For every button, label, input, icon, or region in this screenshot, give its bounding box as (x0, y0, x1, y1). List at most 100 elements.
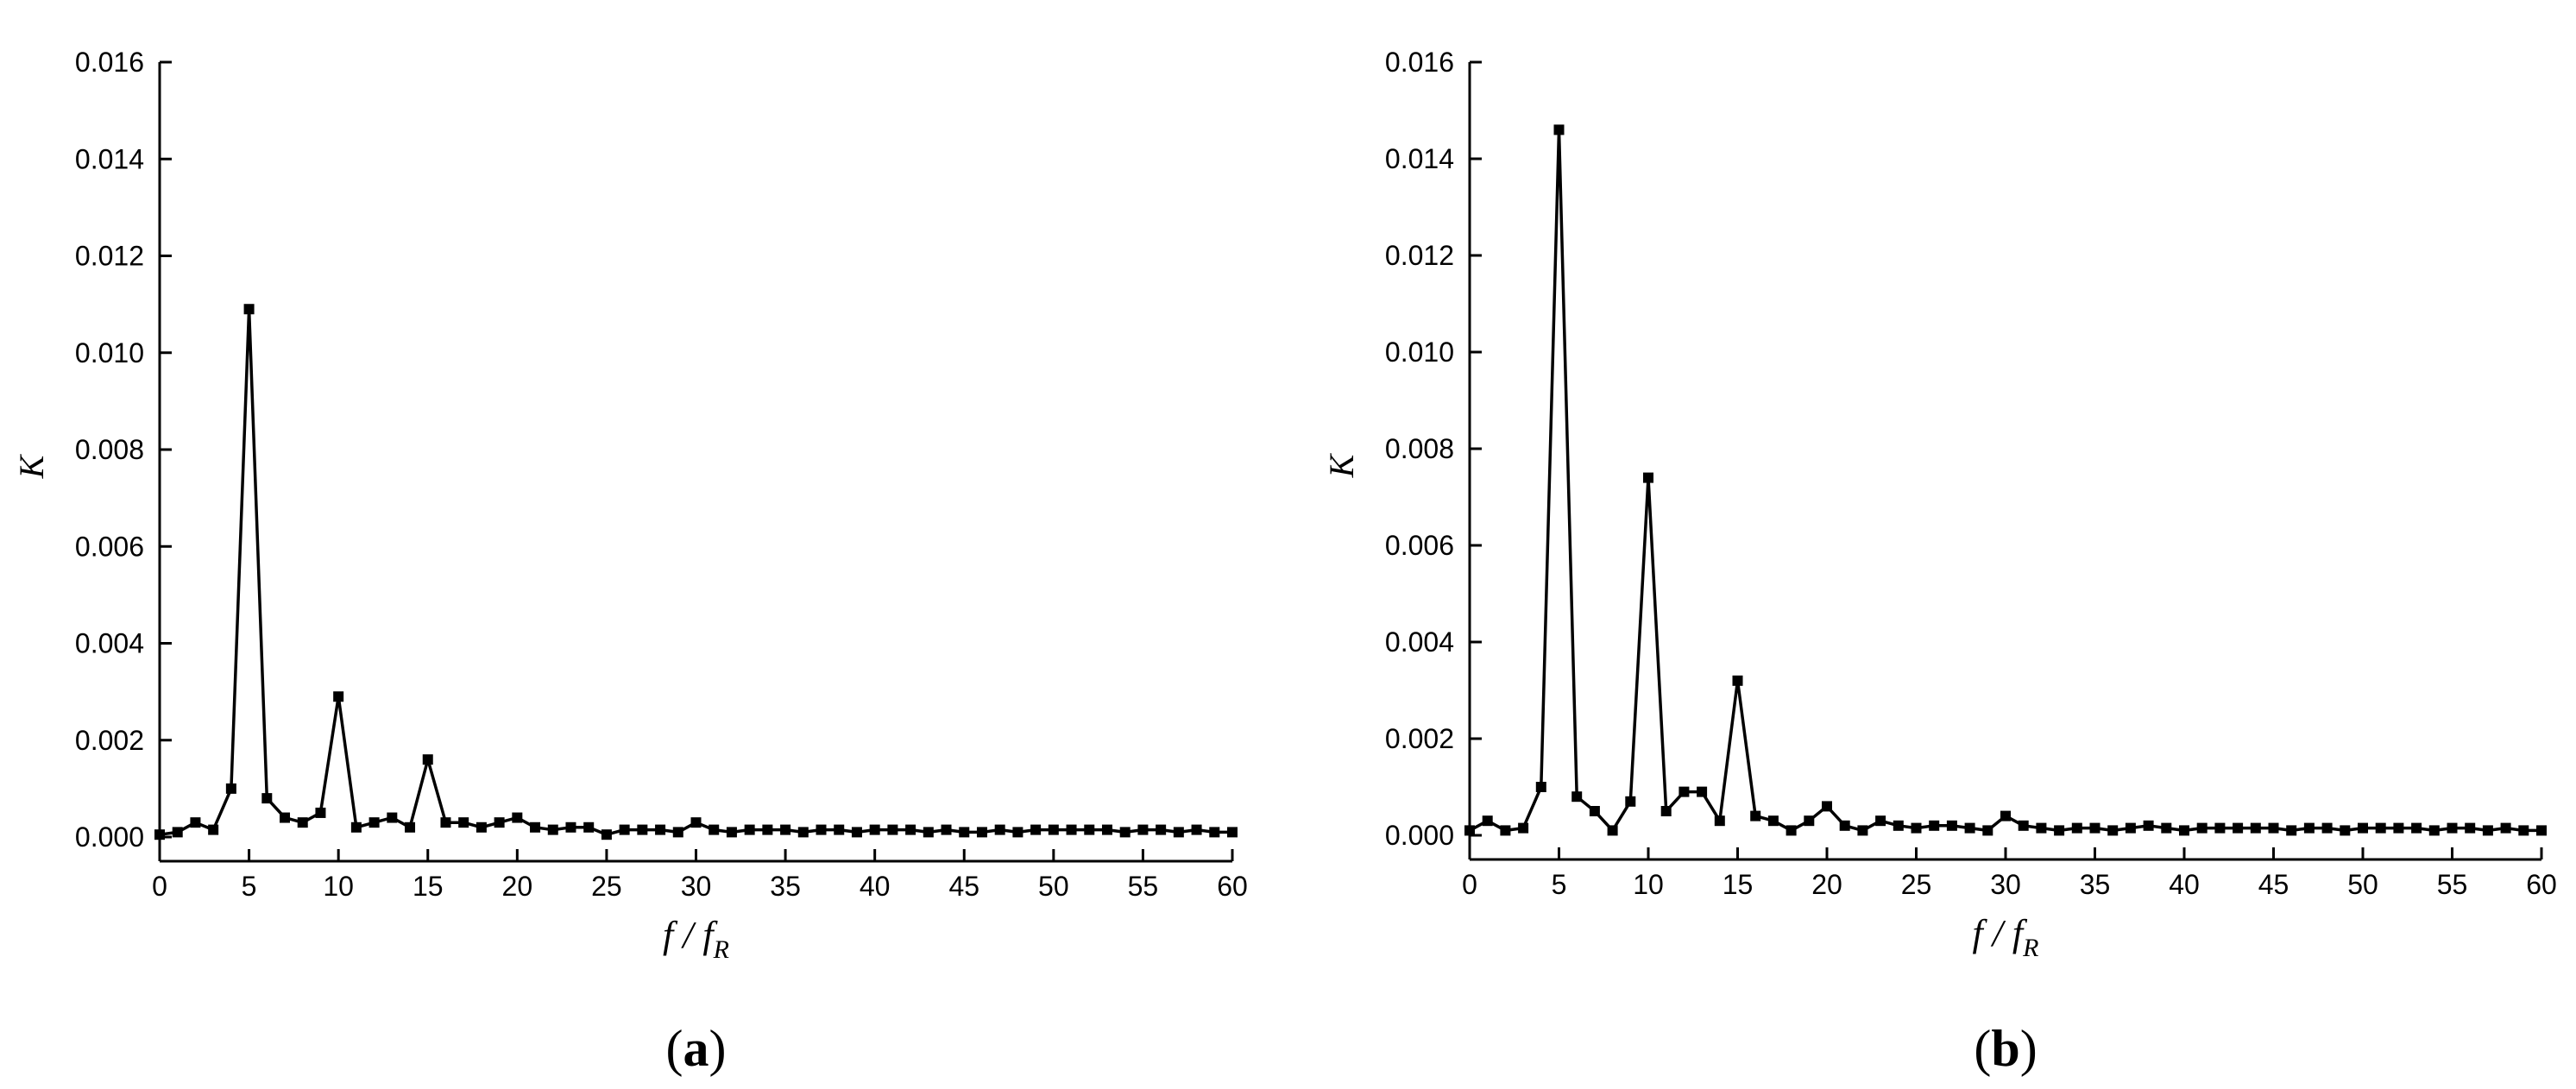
x-tick-label: 30 (681, 871, 712, 902)
data-point (941, 824, 952, 835)
y-tick-label: 0.000 (1385, 820, 1454, 851)
y-tick-label: 0.014 (1385, 143, 1454, 174)
data-point (1714, 815, 1725, 827)
data-point (2411, 822, 2422, 834)
data-point (2268, 822, 2279, 834)
data-point (1946, 820, 1957, 831)
y-tick-label: 0.002 (75, 725, 144, 756)
y-tick-label: 0.010 (1385, 337, 1454, 368)
y-tick-label: 0.016 (75, 47, 144, 78)
series-line (159, 307, 1232, 836)
x-tick-label: 5 (242, 871, 257, 902)
data-point (422, 754, 433, 765)
data-point (530, 821, 541, 833)
data-point (440, 817, 451, 828)
y-axis-label: K (12, 453, 51, 479)
x-tick-label: 60 (2526, 869, 2557, 900)
data-point (2393, 822, 2404, 834)
data-point (1750, 810, 1761, 821)
data-point (744, 824, 755, 835)
data-point (1119, 827, 1131, 838)
data-point (190, 817, 201, 828)
x-tick-label: 45 (2258, 869, 2289, 900)
x-tick-label: 10 (1633, 869, 1664, 900)
data-point (834, 824, 845, 835)
data-point (1929, 820, 1940, 831)
data-point (923, 827, 934, 838)
x-axis-label: f / fR (663, 914, 729, 964)
data-point (1822, 801, 1832, 812)
data-point (762, 824, 773, 835)
data-point (994, 824, 1005, 835)
data-point (1857, 825, 1868, 836)
data-point (780, 824, 791, 835)
data-point (690, 817, 702, 828)
data-point (225, 783, 236, 794)
x-tick-label: 40 (2169, 869, 2200, 900)
data-point (2054, 825, 2065, 836)
data-point (261, 793, 273, 804)
data-point (1227, 827, 1238, 838)
data-point (2143, 820, 2154, 831)
x-tick-label: 5 (1552, 869, 1567, 900)
y-tick-label: 0.006 (1385, 530, 1454, 561)
data-point (2089, 822, 2100, 834)
data-point (709, 824, 720, 835)
panel-label: (b) (1974, 1020, 2037, 1077)
data-point (1464, 825, 1475, 836)
x-tick-label: 10 (323, 871, 354, 902)
data-point (512, 812, 523, 823)
data-point (494, 817, 505, 828)
data-point (869, 824, 880, 835)
data-point (601, 829, 612, 840)
data-point (672, 827, 683, 838)
data-point (1786, 825, 1797, 836)
data-point (1697, 786, 1708, 797)
data-point (2375, 822, 2386, 834)
x-tick-label: 60 (1217, 871, 1248, 902)
y-tick-label: 0.012 (75, 241, 144, 272)
y-tick-label: 0.010 (75, 337, 144, 368)
data-point (1589, 806, 1600, 816)
data-point (2518, 825, 2529, 836)
data-point (154, 829, 165, 840)
data-point (2179, 825, 2189, 836)
data-point (315, 807, 326, 818)
data-point (1553, 124, 1565, 135)
data-point (1209, 827, 1220, 838)
y-tick-label: 0.016 (1385, 47, 1454, 78)
data-point (637, 824, 648, 835)
data-point (655, 824, 666, 835)
panel-letter: a (683, 1020, 709, 1077)
x-tick-label: 25 (1901, 869, 1932, 900)
y-tick-label: 0.008 (75, 434, 144, 465)
data-point (1535, 782, 1546, 792)
data-point (458, 817, 469, 828)
data-point (797, 827, 809, 838)
data-point (547, 824, 558, 835)
data-point (1482, 815, 1493, 827)
data-point (368, 817, 380, 828)
chart-panel-b: 0.000 0.002 0.004 0.006 0.008 0.010 0.012 0.014… (1322, 47, 2557, 1077)
x-tick-label: 45 (948, 871, 979, 902)
data-point (1982, 825, 1993, 836)
data-point (565, 821, 576, 833)
x-tick-label: 15 (1723, 869, 1754, 900)
data-point (350, 821, 362, 833)
y-tick-label: 0.002 (1385, 723, 1454, 754)
y-tick-label: 0.006 (75, 531, 144, 562)
x-tick-label: 35 (770, 871, 801, 902)
y-axis-label: K (1322, 452, 1361, 478)
data-point (1911, 822, 1922, 834)
data-point (1101, 824, 1112, 835)
data-point (172, 827, 183, 838)
data-point (1066, 824, 1077, 835)
data-point (2340, 825, 2351, 836)
data-point (1012, 827, 1023, 838)
data-point (2447, 822, 2458, 834)
x-tick-label: 20 (1811, 869, 1842, 900)
data-point (2428, 825, 2440, 836)
y-tick-label: 0.004 (75, 628, 144, 659)
data-point (1084, 824, 1095, 835)
